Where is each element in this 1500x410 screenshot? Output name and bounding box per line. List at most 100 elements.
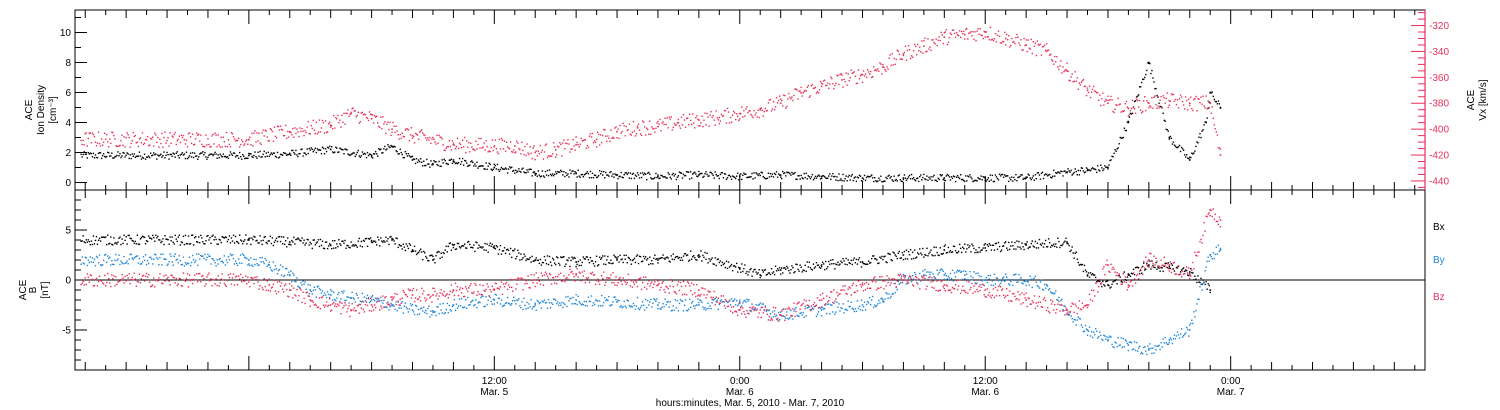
- density-point: [862, 178, 865, 180]
- density-point: [447, 163, 449, 165]
- by-point: [755, 304, 757, 306]
- density-point: [397, 153, 399, 155]
- bx-point: [608, 262, 610, 264]
- density-point: [899, 179, 902, 181]
- bx-point: [466, 247, 468, 249]
- by-point: [1093, 333, 1096, 336]
- by-point: [252, 265, 254, 268]
- vx-point: [798, 90, 800, 93]
- by-point: [222, 261, 224, 264]
- bx-point: [519, 259, 521, 261]
- by-point: [782, 315, 784, 317]
- density-point: [527, 171, 529, 173]
- by-point: [686, 309, 689, 312]
- density-point: [537, 170, 539, 172]
- bx-point: [271, 237, 274, 239]
- by-point: [928, 271, 930, 273]
- by-point: [409, 303, 412, 305]
- by-point: [1043, 283, 1046, 286]
- density-point: [517, 170, 519, 172]
- vx-point: [623, 125, 625, 127]
- vx-point: [1025, 44, 1027, 46]
- by-point: [746, 298, 748, 300]
- by-point: [888, 293, 890, 295]
- density-point: [887, 175, 889, 177]
- bx-point: [1061, 244, 1063, 247]
- density-point: [738, 179, 740, 181]
- by-point: [898, 283, 901, 285]
- density-point: [856, 176, 859, 178]
- density-point: [995, 176, 998, 178]
- bx-point: [449, 242, 452, 244]
- density-point: [944, 179, 947, 182]
- density-point: [814, 175, 817, 178]
- density-point: [328, 145, 331, 147]
- vx-point: [1099, 94, 1101, 96]
- bx-point: [853, 257, 856, 259]
- vx-point: [248, 139, 250, 141]
- density-point: [427, 163, 429, 165]
- bx-point: [432, 259, 434, 261]
- by-point: [1083, 330, 1086, 332]
- density-point: [578, 175, 580, 177]
- bx-point: [1191, 271, 1193, 274]
- by-point: [120, 260, 122, 262]
- vx-point: [316, 133, 319, 135]
- density-point: [581, 173, 583, 176]
- vx-point: [449, 145, 452, 148]
- density-point: [430, 160, 432, 162]
- bx-point: [111, 243, 113, 246]
- vx-point: [268, 140, 271, 142]
- vx-point: [898, 53, 901, 56]
- vx-point: [430, 142, 432, 145]
- bx-point: [1003, 242, 1006, 244]
- vx-point: [419, 130, 422, 132]
- vx-point: [494, 139, 497, 141]
- bx-point: [530, 261, 532, 263]
- by-point: [288, 274, 291, 276]
- vx-point: [406, 128, 409, 130]
- bx-point: [83, 241, 85, 243]
- bx-point: [798, 270, 800, 272]
- bx-point: [943, 245, 946, 248]
- vx-point: [200, 134, 202, 136]
- bz-point: [80, 283, 82, 286]
- by-point: [397, 301, 399, 303]
- vx-point: [664, 117, 666, 120]
- bx-point: [258, 242, 260, 244]
- density-point: [828, 175, 830, 177]
- by-point: [738, 303, 740, 305]
- density-point: [381, 152, 383, 154]
- vx-point: [695, 117, 697, 119]
- bx-point: [1006, 247, 1008, 249]
- bx-point: [1046, 246, 1049, 248]
- vx-point: [576, 141, 578, 144]
- density-point: [414, 162, 417, 165]
- density-point: [1152, 77, 1154, 79]
- by-point: [689, 306, 692, 309]
- by-point: [394, 308, 396, 310]
- density-point: [209, 153, 211, 156]
- by-point: [638, 308, 641, 311]
- vx-point: [170, 142, 172, 145]
- density-point: [275, 156, 278, 158]
- vx-point: [919, 46, 921, 48]
- by-point: [971, 279, 973, 281]
- y-tick-label: 8: [65, 58, 71, 69]
- bx-point: [486, 243, 488, 245]
- vx-point: [155, 134, 157, 136]
- vx-point: [940, 31, 942, 34]
- density-point: [990, 179, 993, 181]
- density-point: [833, 175, 835, 178]
- by-point: [913, 271, 916, 274]
- bx-point: [393, 240, 395, 242]
- vx-point: [968, 32, 970, 35]
- by-point: [146, 260, 149, 262]
- density-point: [609, 171, 611, 174]
- bx-point: [177, 236, 179, 238]
- density-point: [707, 175, 709, 177]
- density-point: [881, 181, 883, 183]
- density-point: [986, 178, 988, 181]
- density-point: [417, 159, 420, 161]
- by-point: [779, 311, 782, 313]
